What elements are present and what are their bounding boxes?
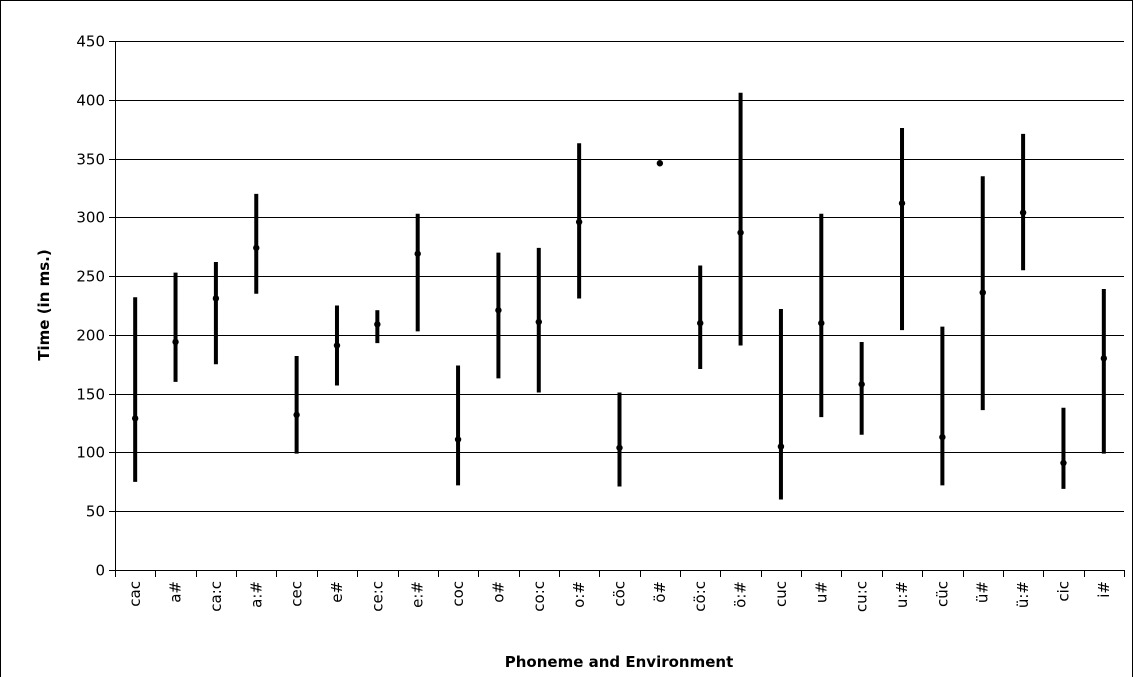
x-tick-label: a:#: [247, 581, 265, 608]
mean-marker: [535, 318, 542, 326]
range-bar-i#: [1100, 289, 1108, 454]
range-bar-co:c: [535, 247, 542, 393]
x-tick-label: ca:c: [207, 581, 225, 612]
y-tick-label: 450: [76, 33, 105, 51]
mean-marker: [939, 433, 946, 441]
mean-marker: [1060, 459, 1067, 467]
range-bar-cu:c: [858, 341, 865, 435]
x-tick-label: ü#: [974, 581, 992, 603]
x-tick-label: u#: [812, 581, 830, 603]
x-tick-label: cöc: [611, 581, 629, 607]
mean-marker: [495, 307, 502, 314]
y-tick-label: 0: [95, 562, 105, 580]
x-tick-label: cö:c: [691, 581, 709, 612]
range-bar-cöc: [616, 392, 623, 487]
range-bar-ü:#: [1019, 133, 1027, 271]
range-bar-cec: [293, 356, 300, 454]
mean-marker: [374, 321, 381, 328]
x-tick-label: ö:#: [732, 581, 750, 608]
mean-marker: [777, 443, 785, 450]
y-tick-label: 50: [86, 503, 105, 521]
range-bar-ö#: [656, 160, 664, 167]
range-bar-cic: [1060, 407, 1067, 489]
y-tick-label: 400: [76, 92, 105, 110]
range-bar-e#: [333, 305, 341, 386]
mean-marker: [253, 244, 260, 252]
x-tick-label: cac: [126, 581, 144, 607]
mean-marker: [414, 250, 421, 257]
range-bar-ö:#: [737, 92, 744, 346]
y-tick-label: 300: [76, 209, 105, 227]
range-bars: [131, 92, 1108, 500]
x-tick-label: u:#: [893, 581, 911, 608]
y-axis-title: Time (in ms.): [35, 249, 53, 360]
mean-marker: [172, 338, 179, 346]
mean-marker: [898, 200, 906, 207]
x-tick-label: e#: [328, 581, 346, 603]
x-tick-label: cec: [288, 581, 306, 607]
mean-marker: [1019, 209, 1027, 216]
y-tick-label: 350: [76, 151, 105, 169]
mean-marker: [131, 415, 139, 422]
x-tick-label: o:#: [570, 581, 588, 608]
mean-marker: [333, 342, 341, 349]
range-bar-a#: [172, 272, 179, 382]
range-bar-a:#: [253, 193, 260, 294]
range-bar-cac: [131, 297, 139, 482]
mean-marker: [858, 381, 865, 388]
range-bar-coc: [454, 365, 462, 486]
x-tick-label: coc: [449, 581, 467, 607]
range-bar-cö:c: [697, 265, 704, 369]
x-tick-label: co:c: [530, 581, 548, 612]
mean-marker: [737, 229, 744, 236]
mean-marker: [979, 289, 986, 296]
x-tick-label: a#: [167, 581, 185, 603]
range-bar-u:#: [898, 127, 906, 331]
x-tick-label: i#: [1095, 581, 1113, 598]
range-bar-ce:c: [374, 310, 381, 344]
y-tick-label: 250: [76, 268, 105, 286]
x-tick-label: ü:#: [1014, 581, 1032, 608]
mean-marker: [575, 218, 583, 226]
mean-marker: [616, 444, 623, 451]
mean-marker: [293, 411, 300, 419]
mean-marker: [818, 319, 825, 327]
mean-marker: [212, 295, 220, 302]
x-tick-labels: cac a# ca:c a:# cec e# ce:c e:# coc o# co:c o:# cöc ö…: [126, 581, 1113, 612]
x-tick-label: e:#: [409, 581, 427, 608]
range-bar-ü#: [979, 176, 986, 411]
x-tick-label: cic: [1054, 581, 1072, 602]
x-tick-label: ö#: [651, 581, 669, 603]
range-bar-cuc: [777, 309, 785, 500]
y-tick-label: 100: [76, 444, 105, 462]
range-bar-o:#: [575, 143, 583, 299]
range-bar-ca:c: [212, 262, 220, 365]
y-tick-labels: 0 50 100 150 200 250 300 350 400 450: [76, 33, 105, 580]
axes: [109, 41, 1125, 577]
mean-marker: [1100, 355, 1108, 362]
range-bar-u#: [818, 213, 825, 418]
mean-marker: [697, 319, 704, 327]
y-tick-label: 150: [76, 386, 105, 404]
x-tick-label: cüc: [933, 581, 951, 607]
gridlines: [115, 41, 1124, 512]
x-tick-label: ce:c: [368, 581, 386, 612]
x-axis-title: Phoneme and Environment: [505, 653, 734, 671]
y-tick-label: 200: [76, 327, 105, 345]
range-bar-cüc: [939, 326, 946, 486]
mean-marker: [656, 160, 664, 167]
range-bar-e:#: [414, 213, 421, 332]
x-tick-label: o#: [489, 581, 507, 603]
range-bar-o#: [495, 252, 502, 379]
x-tick-label: cuc: [772, 581, 790, 607]
mean-marker: [454, 436, 462, 443]
x-tick-label: cu:c: [853, 581, 871, 612]
